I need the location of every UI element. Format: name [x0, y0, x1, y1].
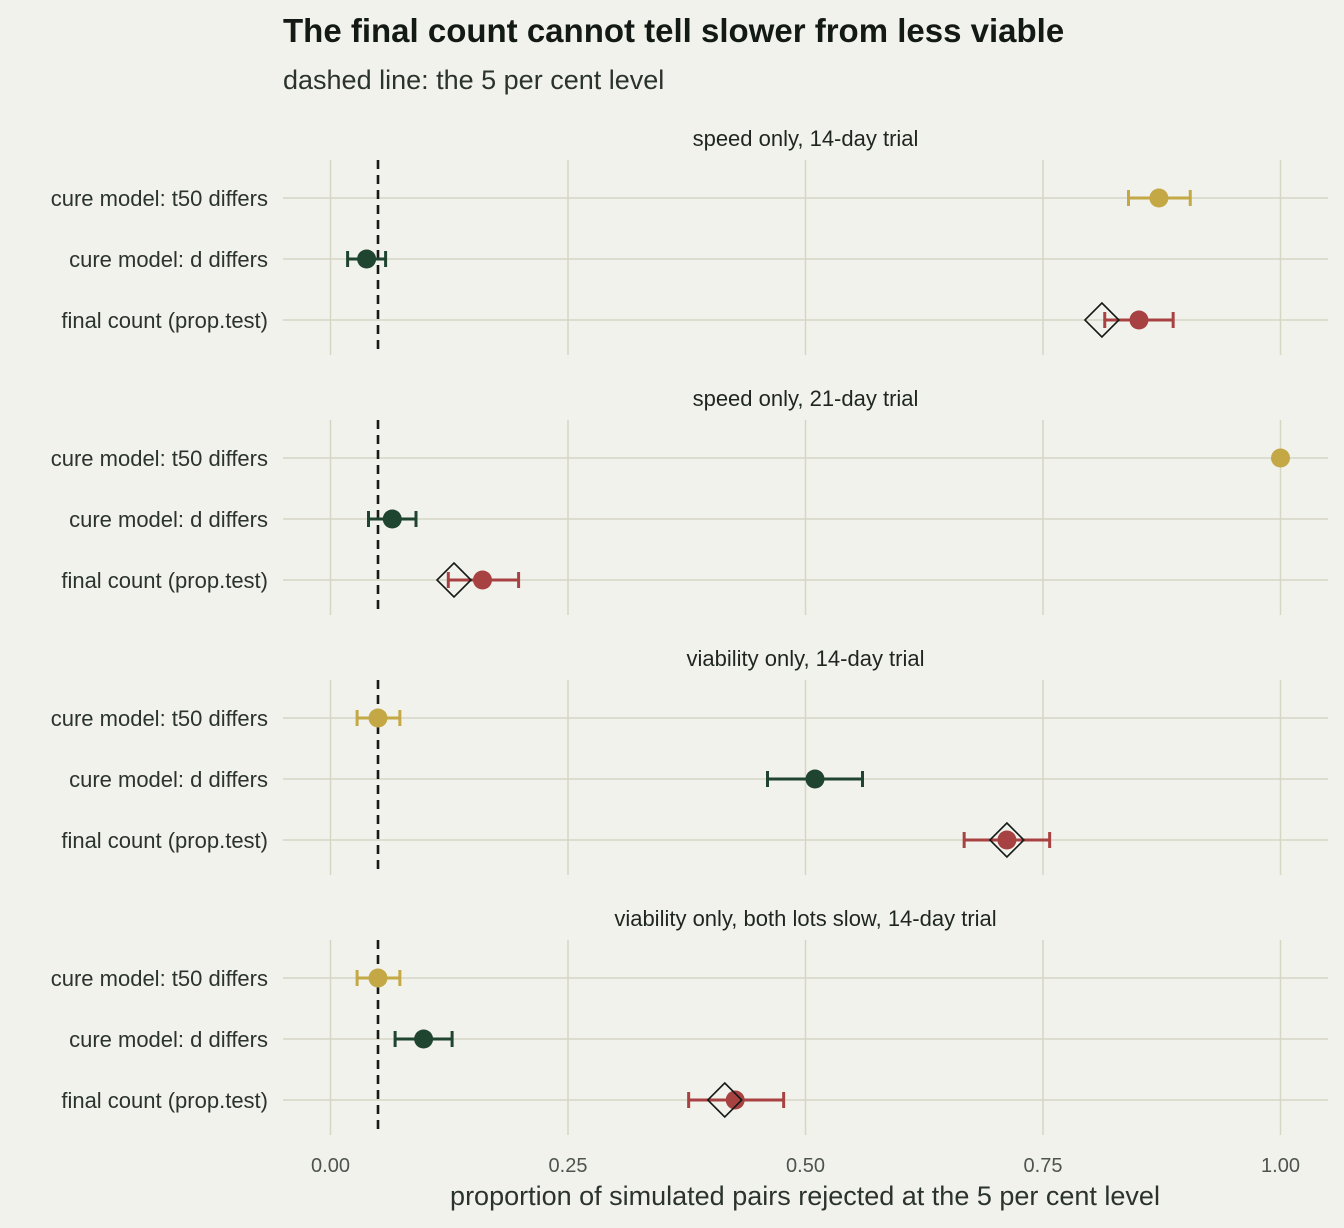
x-tick-label: 0.25 — [549, 1155, 588, 1177]
y-tick-label: cure model: d differs — [69, 1027, 268, 1052]
panel-title: viability only, both lots slow, 14-day t… — [614, 906, 996, 931]
y-tick-label: cure model: t50 differs — [51, 446, 268, 471]
point-marker — [414, 1029, 434, 1049]
x-tick-label: 0.50 — [786, 1155, 825, 1177]
point-marker — [473, 570, 492, 590]
diamond-marker — [1083, 301, 1121, 339]
point-marker — [368, 708, 388, 728]
panel-title: speed only, 21-day trial — [693, 386, 919, 411]
panel-2: speed only, 21-day trial cure model: t50 … — [51, 386, 1328, 615]
point-marker — [368, 968, 388, 988]
point-marker — [1149, 188, 1169, 208]
diamond-marker — [435, 561, 473, 599]
y-tick-label: cure model: t50 differs — [51, 186, 268, 211]
y-tick-label: cure model: t50 differs — [51, 966, 268, 991]
point-marker — [1129, 310, 1149, 330]
point-marker — [805, 769, 825, 789]
point-marker — [725, 1090, 745, 1110]
y-tick-label: final count (prop.test) — [61, 308, 268, 333]
y-tick-label: cure model: t50 differs — [51, 706, 268, 731]
y-tick-label: final count (prop.test) — [61, 828, 268, 853]
panels: speed only, 14-day trial cure model: t50 … — [51, 126, 1328, 1135]
x-tick-label: 0.75 — [1024, 1155, 1063, 1177]
panel-title: viability only, 14-day trial — [686, 646, 924, 671]
x-axis: 0.00 0.25 0.50 0.75 1.00 — [311, 1155, 1300, 1177]
point-marker — [997, 830, 1017, 850]
point-marker — [357, 249, 377, 269]
y-tick-label: cure model: d differs — [69, 507, 268, 532]
panel-title: speed only, 14-day trial — [693, 126, 919, 151]
panel-3: viability only, 14-day trial cure model: … — [51, 646, 1328, 875]
point-marker — [382, 509, 402, 529]
x-tick-label: 0.00 — [311, 1155, 350, 1177]
diamond-marker — [988, 821, 1026, 859]
y-tick-label: final count (prop.test) — [61, 1088, 268, 1113]
x-axis-title: proportion of simulated pairs rejected a… — [450, 1181, 1160, 1211]
panel-1: speed only, 14-day trial cure model: t50 … — [51, 126, 1328, 355]
chart-subtitle: dashed line: the 5 per cent level — [283, 65, 664, 95]
y-tick-label: cure model: d differs — [69, 247, 268, 272]
y-tick-label: cure model: d differs — [69, 767, 268, 792]
x-tick-label: 1.00 — [1261, 1155, 1300, 1177]
y-tick-label: final count (prop.test) — [61, 568, 268, 593]
diamond-marker — [706, 1081, 743, 1119]
chart-title: The final count cannot tell slower from … — [283, 12, 1064, 49]
panel-4: viability only, both lots slow, 14-day t… — [51, 906, 1328, 1135]
point-marker — [1271, 448, 1290, 468]
